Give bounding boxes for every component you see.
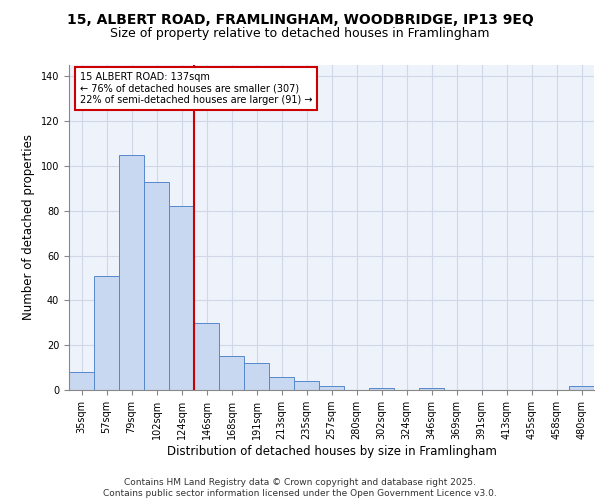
Bar	[419, 388, 444, 390]
Bar	[144, 182, 169, 390]
Text: 15 ALBERT ROAD: 137sqm
← 76% of detached houses are smaller (307)
22% of semi-de: 15 ALBERT ROAD: 137sqm ← 76% of detached…	[79, 72, 312, 104]
Bar	[169, 206, 194, 390]
Bar	[119, 154, 144, 390]
Bar	[269, 376, 294, 390]
Bar	[219, 356, 244, 390]
Bar	[69, 372, 94, 390]
Y-axis label: Number of detached properties: Number of detached properties	[22, 134, 35, 320]
Bar	[319, 386, 344, 390]
Bar	[94, 276, 119, 390]
Text: Size of property relative to detached houses in Framlingham: Size of property relative to detached ho…	[110, 28, 490, 40]
Bar	[369, 388, 394, 390]
Bar	[244, 363, 269, 390]
X-axis label: Distribution of detached houses by size in Framlingham: Distribution of detached houses by size …	[167, 445, 496, 458]
Text: 15, ALBERT ROAD, FRAMLINGHAM, WOODBRIDGE, IP13 9EQ: 15, ALBERT ROAD, FRAMLINGHAM, WOODBRIDGE…	[67, 12, 533, 26]
Bar	[294, 381, 319, 390]
Bar	[194, 323, 219, 390]
Bar	[569, 386, 594, 390]
Text: Contains HM Land Registry data © Crown copyright and database right 2025.
Contai: Contains HM Land Registry data © Crown c…	[103, 478, 497, 498]
